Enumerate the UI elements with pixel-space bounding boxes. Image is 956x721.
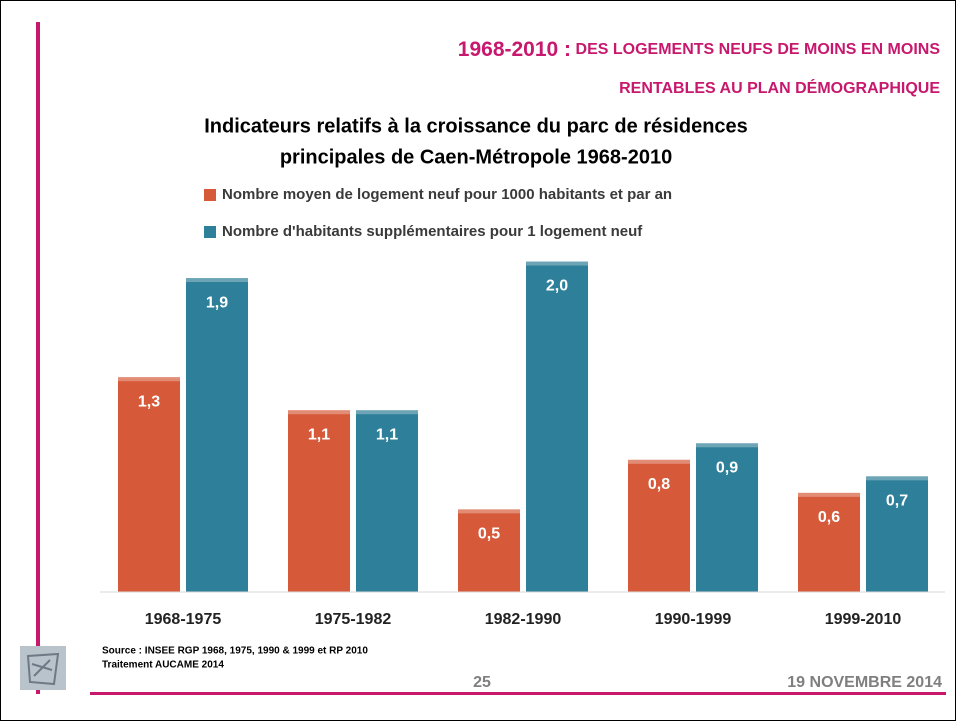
- value-label: 0,5: [478, 526, 500, 543]
- bar: [526, 261, 588, 592]
- value-label: 0,6: [818, 509, 840, 526]
- legend-swatch: [204, 189, 216, 201]
- bar-highlight: [118, 377, 180, 382]
- heading: 1968-2010 : DES LOGEMENTS NEUFS DE MOINS…: [458, 38, 941, 61]
- legend-label: Nombre d'habitants supplémentaires pour …: [222, 223, 643, 240]
- bar: [628, 459, 690, 592]
- value-label: 1,9: [206, 294, 228, 311]
- x-tick-label: 1990-1999: [655, 611, 732, 628]
- bar: [356, 410, 418, 592]
- bottom-rule: [90, 692, 946, 695]
- bar: [118, 377, 180, 592]
- bar-highlight: [798, 492, 860, 497]
- bar-highlight: [186, 278, 248, 283]
- bar-highlight: [356, 410, 418, 415]
- bar: [798, 492, 860, 592]
- page-number: 25: [473, 674, 491, 691]
- chart-title: Indicateurs relatifs à la croissance du …: [204, 115, 748, 137]
- x-tick-label: 1968-1975: [145, 611, 222, 628]
- bar: [696, 443, 758, 592]
- heading-part: 1968-2010 :: [458, 38, 571, 61]
- heading-part: DES LOGEMENTS NEUFS DE MOINS EN MOINS: [576, 41, 941, 58]
- legend-swatch: [204, 226, 216, 238]
- value-label: 0,8: [648, 476, 670, 493]
- date: 19 NOVEMBRE 2014: [787, 674, 942, 691]
- source: Source : INSEE RGP 1968, 1975, 1990 & 19…: [102, 646, 368, 657]
- value-label: 2,0: [546, 278, 568, 295]
- source: Traitement AUCAME 2014: [102, 660, 224, 671]
- bar-highlight: [288, 410, 350, 415]
- bar: [866, 476, 928, 592]
- chart-title: principales de Caen-Métropole 1968-2010: [280, 146, 672, 168]
- x-tick-label: 1982-1990: [485, 611, 562, 628]
- logo-mark: [26, 652, 60, 686]
- bar-highlight: [696, 443, 758, 448]
- value-label: 1,1: [376, 426, 398, 443]
- value-label: 0,9: [716, 460, 738, 477]
- value-label: 1,1: [308, 426, 330, 443]
- bar: [458, 509, 520, 592]
- x-tick-label: 1975-1982: [315, 611, 392, 628]
- legend-label: Nombre moyen de logement neuf pour 1000 …: [222, 186, 672, 203]
- value-label: 1,3: [138, 393, 160, 410]
- value-label: 0,7: [886, 493, 908, 510]
- bar-highlight: [866, 476, 928, 481]
- x-tick-label: 1999-2010: [825, 611, 902, 628]
- bar: [186, 278, 248, 592]
- bar: [288, 410, 350, 592]
- left-rule: [36, 22, 40, 694]
- heading-line: RENTABLES AU PLAN DÉMOGRAPHIQUE: [619, 78, 940, 97]
- bar-highlight: [458, 509, 520, 514]
- bar-highlight: [628, 459, 690, 464]
- bar-highlight: [526, 261, 588, 266]
